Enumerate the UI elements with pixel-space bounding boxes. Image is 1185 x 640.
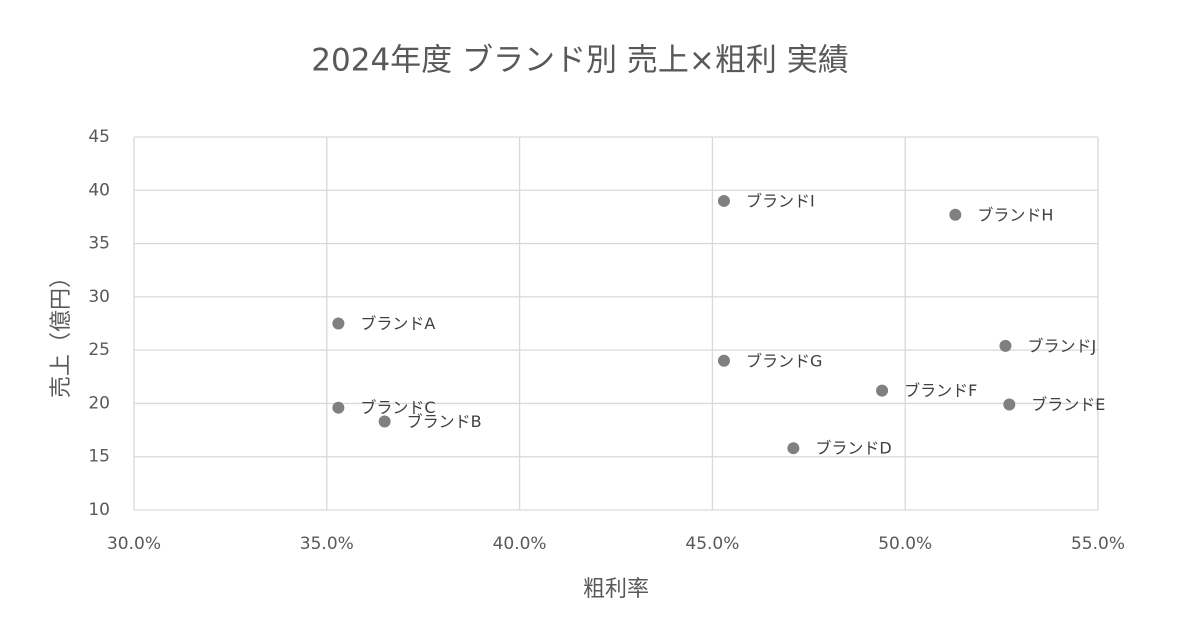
x-tick-label: 45.0% bbox=[685, 534, 739, 554]
point bbox=[949, 208, 962, 221]
point-label: ブランドB bbox=[407, 412, 482, 431]
point bbox=[378, 415, 391, 428]
point-label: ブランドE bbox=[1031, 395, 1105, 414]
point bbox=[999, 339, 1012, 352]
x-tick-label: 50.0% bbox=[878, 534, 932, 554]
point-label: ブランドH bbox=[977, 205, 1053, 224]
y-tick-label: 10 bbox=[88, 500, 110, 520]
y-tick-label: 30 bbox=[88, 287, 110, 307]
y-tick-label: 35 bbox=[88, 234, 110, 254]
y-tick-label: 45 bbox=[88, 127, 110, 147]
x-tick-label: 35.0% bbox=[300, 534, 354, 554]
point-label: ブランドC bbox=[360, 398, 435, 417]
y-axis-title: 売上（億円） bbox=[49, 266, 74, 398]
y-tick-label: 25 bbox=[88, 340, 110, 360]
point-label: ブランドF bbox=[904, 381, 977, 400]
x-tick-label: 55.0% bbox=[1071, 534, 1125, 554]
point bbox=[332, 401, 345, 414]
x-axis-title: 粗利率 bbox=[583, 577, 649, 602]
point bbox=[1003, 398, 1016, 411]
point bbox=[332, 317, 345, 330]
point bbox=[717, 194, 730, 207]
point-label: ブランドG bbox=[746, 351, 822, 370]
point-label: ブランドI bbox=[746, 191, 815, 210]
point-label: ブランドA bbox=[360, 314, 435, 333]
point-label: ブランドJ bbox=[1027, 336, 1096, 355]
y-tick-label: 40 bbox=[88, 180, 110, 200]
point bbox=[717, 354, 730, 367]
point bbox=[787, 442, 800, 455]
y-tick-label: 15 bbox=[88, 447, 110, 467]
y-tick-label: 20 bbox=[88, 393, 110, 413]
chart-title: 2024年度 ブランド別 売上×粗利 実績 bbox=[311, 43, 848, 79]
x-tick-label: 30.0% bbox=[107, 534, 161, 554]
point bbox=[876, 384, 889, 397]
point-label: ブランドD bbox=[815, 439, 891, 458]
x-tick-label: 40.0% bbox=[493, 534, 547, 554]
